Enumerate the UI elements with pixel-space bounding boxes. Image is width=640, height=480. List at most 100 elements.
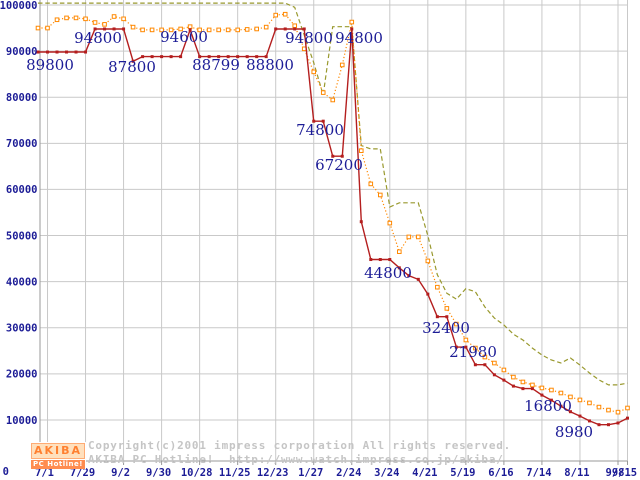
average-price-marker: [149, 27, 155, 33]
average-price-marker: [358, 148, 364, 154]
lowest-price-marker: [283, 27, 287, 31]
lowest-price-marker: [179, 55, 183, 59]
average-price-marker: [577, 397, 583, 403]
average-price-marker: [102, 22, 107, 27]
average-price-marker: [377, 192, 383, 198]
highest-price-line: [38, 2, 628, 386]
y-axis-label: 10000: [6, 415, 38, 427]
average-price-marker: [587, 400, 592, 406]
average-price-marker: [425, 258, 431, 264]
price-value-label: 87800: [108, 58, 156, 76]
lowest-price-marker: [388, 258, 392, 262]
lowest-price-marker: [84, 50, 88, 54]
average-price-marker: [368, 181, 374, 187]
average-price-marker: [530, 382, 535, 388]
akiba-pc-hotline-logo: AKIBA PC Hotline!: [30, 442, 86, 469]
price-value-label: 16800: [524, 397, 572, 415]
average-price-marker: [444, 306, 450, 311]
average-price-marker: [549, 387, 554, 393]
y-axis-label: 50000: [6, 230, 38, 242]
average-price-marker: [596, 404, 602, 410]
lowest-price-marker: [473, 363, 477, 367]
y-axis-label: 100000: [0, 0, 38, 12]
x-axis-label: 9/15: [612, 467, 637, 479]
lowest-price-marker: [568, 410, 572, 414]
lowest-price-marker: [169, 55, 173, 59]
x-axis-label: 8/11: [564, 467, 589, 479]
lowest-price-marker: [312, 119, 316, 123]
x-axis-label: 9/2: [111, 467, 130, 479]
x-axis-label: 9/8: [606, 467, 625, 479]
lowest-price-marker: [340, 154, 344, 158]
average-price-marker: [435, 284, 440, 290]
average-price-marker: [273, 12, 278, 18]
lowest-price-marker: [131, 59, 135, 63]
price-value-label: 94600: [160, 28, 208, 46]
average-price-marker: [349, 19, 355, 25]
average-price-marker: [473, 345, 478, 351]
lowest-price-marker: [236, 55, 240, 59]
average-price-marker: [606, 407, 611, 413]
lowest-price-marker: [302, 27, 306, 31]
lowest-price-marker: [445, 315, 449, 319]
average-price-marker: [292, 23, 298, 29]
lowest-price-marker: [160, 55, 164, 59]
average-price-marker: [83, 16, 88, 22]
average-price-marker: [111, 14, 117, 19]
average-price-marker: [216, 27, 221, 33]
lowest-price-marker: [359, 220, 363, 224]
average-price-marker: [254, 26, 259, 32]
lowest-price-marker: [217, 55, 221, 59]
average-price-marker: [501, 367, 507, 373]
average-price-marker: [397, 249, 402, 254]
x-axis-label: 11/25: [219, 467, 251, 479]
x-axis-label: 7/14: [526, 467, 551, 479]
x-axis-label: 6/16: [488, 467, 513, 479]
copyright-text: Copyright(c)2001 impress corporation All…: [88, 439, 512, 452]
akiba-logo-text: AKIBA: [31, 443, 85, 459]
lowest-price-marker: [464, 345, 468, 349]
x-axis-label: 5/19: [450, 467, 475, 479]
lowest-price-marker: [625, 416, 629, 420]
average-price-marker: [416, 234, 421, 240]
lowest-price-marker: [426, 292, 430, 296]
lowest-price-marker: [511, 384, 515, 388]
price-value-label: 89800: [26, 56, 74, 74]
lowest-price-line: [38, 27, 628, 426]
price-value-label: 94800: [335, 29, 383, 47]
lowest-price-marker: [150, 55, 154, 59]
average-price-marker: [45, 25, 50, 31]
price-value-label: 88800: [246, 56, 294, 74]
lowest-price-marker: [245, 55, 249, 59]
average-price-marker: [263, 24, 269, 30]
price-value-label: 21980: [449, 343, 497, 361]
average-price-marker: [64, 15, 69, 21]
lowest-price-marker: [331, 154, 335, 158]
lowest-price-marker: [141, 55, 145, 59]
average-price-marker: [387, 220, 393, 226]
x-axis-label: 9/30: [146, 467, 171, 479]
average-price-marker: [492, 360, 497, 366]
lowest-price-marker: [407, 274, 411, 278]
average-price-marker: [454, 321, 459, 327]
y-axis-label: 90000: [6, 46, 38, 58]
lowest-price-marker: [198, 55, 202, 59]
lowest-price-marker: [616, 421, 620, 425]
y-axis-label: 60000: [6, 184, 38, 196]
x-axis-label: 10/28: [181, 467, 213, 479]
lowest-price-marker: [416, 277, 420, 281]
lowest-price-marker: [492, 373, 496, 377]
y-axis-label: 30000: [6, 323, 38, 335]
lowest-price-marker: [483, 363, 487, 367]
lowest-price-marker: [378, 258, 382, 262]
lowest-price-marker: [587, 419, 591, 423]
average-price-marker: [35, 25, 41, 31]
average-price-marker: [197, 27, 202, 33]
price-value-label: 94800: [285, 29, 333, 47]
y-axis-label: 20000: [6, 369, 38, 381]
lowest-price-marker: [188, 28, 192, 32]
average-price-marker: [206, 27, 212, 33]
lowest-price-marker: [350, 27, 354, 31]
